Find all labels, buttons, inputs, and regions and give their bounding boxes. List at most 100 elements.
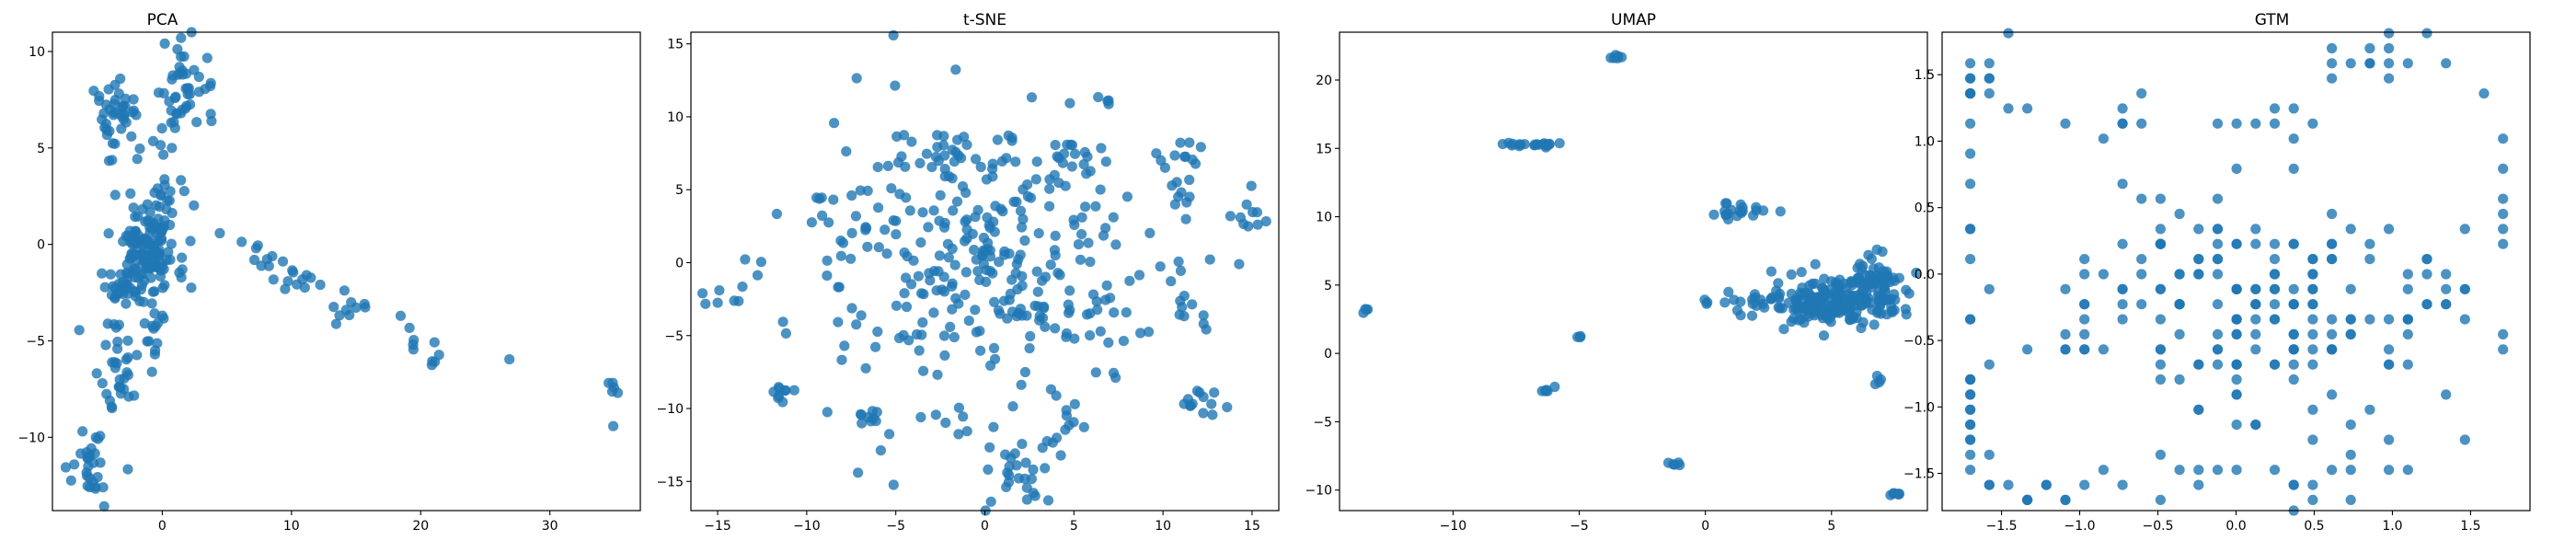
axes: −15 −10 −5 0 5 10 15 −15 −10 −5 0 5 10 15: [656, 38, 1259, 534]
y-tick-label: 0.0: [1915, 268, 1935, 282]
data-point: [1019, 366, 1030, 378]
data-point: [149, 247, 160, 258]
data-point: [975, 161, 986, 173]
data-point: [138, 241, 149, 252]
y-tick-label: −10: [1305, 484, 1332, 499]
data-point: [108, 281, 119, 292]
data-point: [130, 249, 141, 260]
data-point: [1796, 267, 1807, 278]
data-point: [2307, 118, 2318, 129]
data-point: [1007, 401, 1018, 412]
data-point: [1105, 293, 1116, 304]
data-point: [2384, 42, 2395, 54]
data-point: [2478, 88, 2490, 99]
data-point: [2288, 163, 2299, 174]
data-point: [155, 140, 167, 151]
data-point: [970, 305, 981, 316]
x-tick-label: −10: [1440, 519, 1467, 534]
data-point: [875, 445, 887, 456]
data-point: [1965, 389, 1976, 400]
data-point: [2307, 299, 2318, 310]
data-point: [1076, 229, 1087, 240]
y-tick-label: 15: [667, 38, 684, 52]
data-point: [2288, 374, 2299, 385]
data-point: [1021, 482, 1032, 493]
data-point: [167, 143, 178, 154]
data-point: [1090, 201, 1101, 212]
data-point: [1719, 297, 1731, 308]
data-point: [2250, 420, 2261, 431]
data-point: [2003, 28, 2014, 39]
data-point: [1021, 494, 1032, 505]
data-point: [2384, 314, 2395, 325]
data-point: [1184, 174, 1195, 186]
data-point: [2079, 269, 2090, 280]
data-point: [159, 280, 170, 291]
data-point: [404, 322, 415, 333]
data-point: [92, 433, 104, 444]
data-point: [2364, 58, 2375, 69]
data-point: [999, 249, 1010, 260]
data-point: [850, 211, 862, 222]
data-point: [1865, 297, 1876, 308]
data-point: [2364, 254, 2375, 265]
data-point: [1100, 223, 1111, 234]
data-point: [99, 282, 110, 293]
data-point: [1037, 443, 1048, 454]
data-point: [1053, 178, 1064, 189]
data-point: [1965, 118, 1976, 129]
data-point: [2402, 269, 2413, 280]
data-point: [771, 208, 783, 220]
data-point: [1050, 250, 1061, 261]
data-point: [1069, 148, 1081, 159]
data-point: [137, 269, 148, 280]
data-point: [901, 192, 912, 203]
data-point: [949, 259, 960, 270]
data-point: [98, 482, 109, 493]
data-point: [1243, 221, 1254, 232]
data-point: [1052, 268, 1064, 279]
data-point: [2136, 193, 2147, 204]
data-point: [971, 154, 982, 165]
data-point: [2384, 465, 2395, 476]
data-point: [2269, 254, 2281, 265]
data-point: [132, 350, 143, 361]
data-point: [1018, 213, 1029, 224]
data-point: [140, 216, 151, 227]
data-point: [75, 448, 86, 459]
data-point: [867, 406, 879, 417]
data-point: [162, 195, 173, 206]
data-point: [2384, 28, 2395, 39]
data-point: [2269, 314, 2281, 325]
axes: −10 −5 0 5 −10 −5 0 5 10 15 20: [1305, 74, 1835, 534]
data-point: [2231, 389, 2242, 400]
data-point: [1187, 299, 1198, 310]
x-tick-label: −5: [886, 519, 905, 534]
data-point: [1033, 228, 1044, 239]
data-point: [901, 301, 913, 313]
data-point: [1017, 280, 1028, 292]
data-point: [935, 190, 946, 201]
data-point: [971, 327, 982, 338]
data-point: [2231, 465, 2242, 476]
data-point: [949, 331, 960, 343]
data-point: [926, 162, 937, 173]
panel-tsne: t-SNE −15 −10 −5 0 5 10 15 −15 −10 −5 0 5 10 15: [656, 11, 1280, 534]
data-point: [177, 252, 188, 263]
data-point: [2327, 314, 2338, 325]
data-point: [1965, 148, 1976, 159]
data-point: [2174, 269, 2185, 280]
data-point: [2307, 434, 2318, 445]
data-point: [2269, 238, 2281, 249]
data-point: [1026, 92, 1038, 103]
data-point: [2231, 374, 2242, 385]
data-point: [1965, 314, 1976, 325]
data-point: [1965, 420, 1976, 431]
data-point: [755, 257, 767, 268]
data-point: [102, 318, 113, 329]
data-point: [841, 146, 852, 157]
data-point: [1175, 137, 1186, 148]
data-point: [1893, 489, 1904, 500]
data-point: [961, 139, 972, 150]
data-point: [2231, 359, 2242, 370]
